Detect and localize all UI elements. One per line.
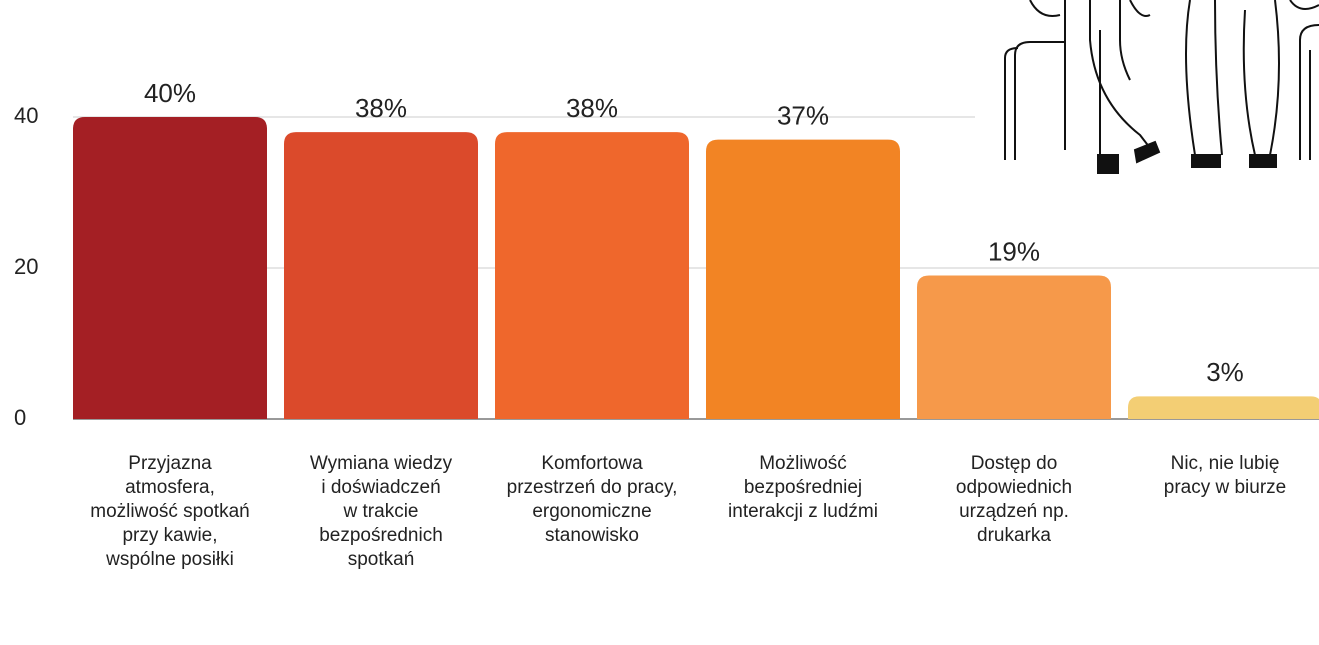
- bar: [1128, 396, 1319, 419]
- y-tick-label: 20: [14, 254, 38, 279]
- bar: [706, 139, 900, 419]
- value-label: 3%: [1206, 357, 1244, 387]
- value-label: 38%: [355, 93, 407, 123]
- x-tick-label: Dostęp do odpowiednich urządzeń np. druk…: [955, 453, 1073, 546]
- value-label: 38%: [566, 93, 618, 123]
- bars-layer: 40% 38% 38% 37% 19% 3%: [73, 78, 1319, 419]
- value-label: 40%: [144, 78, 196, 108]
- y-tick-label: 0: [14, 405, 26, 430]
- value-label: 19%: [988, 236, 1040, 266]
- bar: [284, 132, 478, 419]
- y-tick-label: 40: [14, 103, 38, 128]
- x-tick-label: Komfortowa przestrzeń do pracy, ergonomi…: [506, 453, 678, 546]
- bar: [917, 275, 1111, 419]
- value-label: 37%: [777, 101, 829, 131]
- illustration: [975, 0, 1319, 180]
- x-tick-label: Nic, nie lubię pracy w biurze: [1163, 453, 1287, 498]
- x-tick-label: Wymiana wiedzy i doświadczeń w trakcie b…: [309, 453, 453, 570]
- bar: [73, 117, 267, 419]
- bar: [495, 132, 689, 419]
- x-tick-label: Możliwość bezpośredniej interakcji z lud…: [728, 453, 878, 522]
- x-tick-label: Przyjazna atmosfera, możliwość spotkań p…: [90, 453, 250, 570]
